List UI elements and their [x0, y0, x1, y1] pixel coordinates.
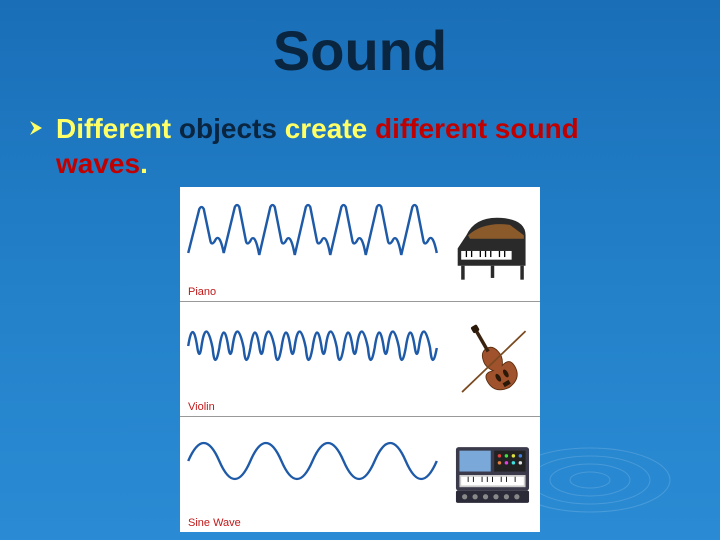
- bullet-point: Different objects create different sound…: [28, 111, 720, 181]
- bullet-arrow-icon: [28, 119, 46, 137]
- panel-violin: Violin: [180, 302, 540, 417]
- instrument-synth-icon: [445, 417, 540, 532]
- bullet-highlight-4: .: [140, 148, 148, 179]
- wave-piano: [186, 191, 439, 271]
- waveform-figure: Piano Violin: [180, 187, 540, 532]
- wave-violin: [186, 306, 439, 386]
- bullet-highlight-2: create: [277, 113, 375, 144]
- panel-sine: Sine Wave: [180, 417, 540, 532]
- bullet-text: Different objects create different sound…: [56, 111, 676, 181]
- instrument-piano-icon: [445, 187, 540, 301]
- instrument-violin-icon: [445, 302, 540, 416]
- label-sine: Sine Wave: [188, 517, 241, 529]
- wave-sine: [186, 421, 439, 501]
- slide-title: Sound: [0, 0, 720, 83]
- label-piano: Piano: [188, 286, 216, 298]
- label-violin: Violin: [188, 401, 215, 413]
- bullet-highlight-1: Different: [56, 113, 179, 144]
- bullet-plain-1: objects: [179, 113, 277, 144]
- panel-piano: Piano: [180, 187, 540, 302]
